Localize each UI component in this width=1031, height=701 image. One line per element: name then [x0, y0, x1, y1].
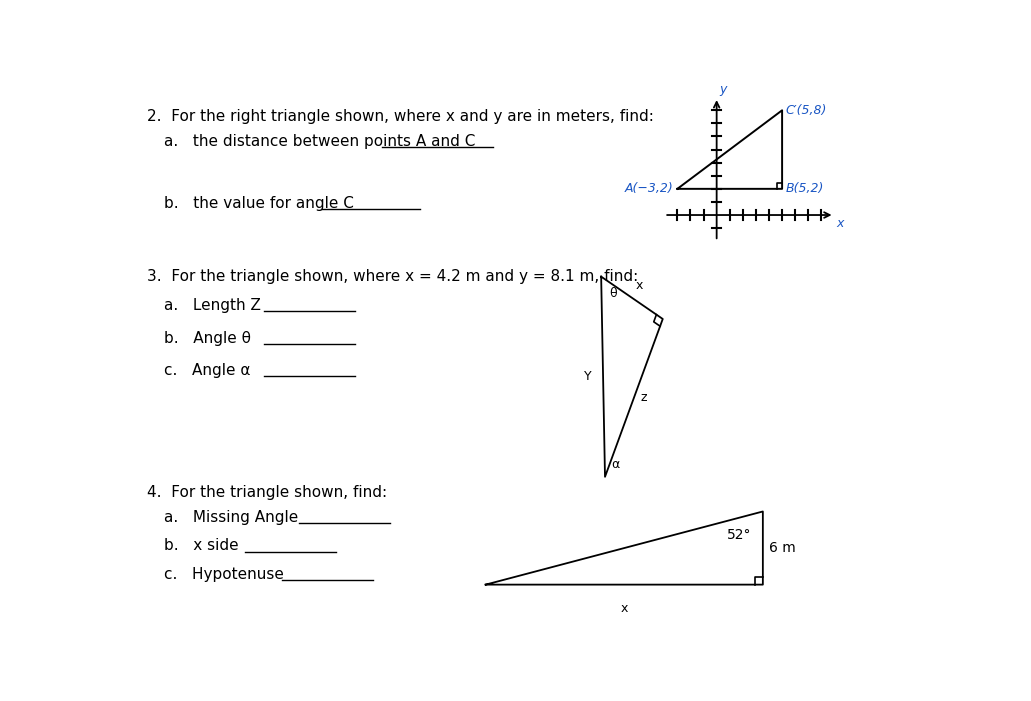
Text: a.   Length Z: a. Length Z	[164, 298, 261, 313]
Text: 52°: 52°	[727, 529, 752, 543]
Text: c.   Angle α: c. Angle α	[164, 363, 251, 378]
Text: a.   Missing Angle: a. Missing Angle	[164, 510, 298, 525]
Text: c.   Hypotenuse: c. Hypotenuse	[164, 567, 284, 582]
Text: 6 m: 6 m	[769, 541, 796, 555]
Text: a.   the distance between points A and C: a. the distance between points A and C	[164, 134, 475, 149]
Text: x: x	[636, 278, 643, 292]
Text: b.   Angle θ: b. Angle θ	[164, 330, 251, 346]
Text: B(5,2): B(5,2)	[786, 182, 825, 196]
Text: z: z	[640, 391, 646, 404]
Text: 3.  For the triangle shown, where x = 4.2 m and y = 8.1 m, find:: 3. For the triangle shown, where x = 4.2…	[146, 269, 638, 284]
Text: b.   x side: b. x side	[164, 538, 238, 553]
Text: Y: Y	[585, 370, 592, 383]
Text: y: y	[719, 83, 726, 95]
Text: C′(5,8): C′(5,8)	[786, 104, 827, 117]
Text: b.   the value for angle C: b. the value for angle C	[164, 196, 354, 211]
Text: x: x	[621, 601, 628, 615]
Text: A(−3,2): A(−3,2)	[625, 182, 673, 196]
Text: x: x	[837, 217, 844, 229]
Text: 4.  For the triangle shown, find:: 4. For the triangle shown, find:	[146, 484, 387, 500]
Text: θ: θ	[609, 287, 617, 301]
Text: 2.  For the right triangle shown, where x and y are in meters, find:: 2. For the right triangle shown, where x…	[146, 109, 654, 124]
Text: α: α	[611, 458, 620, 470]
